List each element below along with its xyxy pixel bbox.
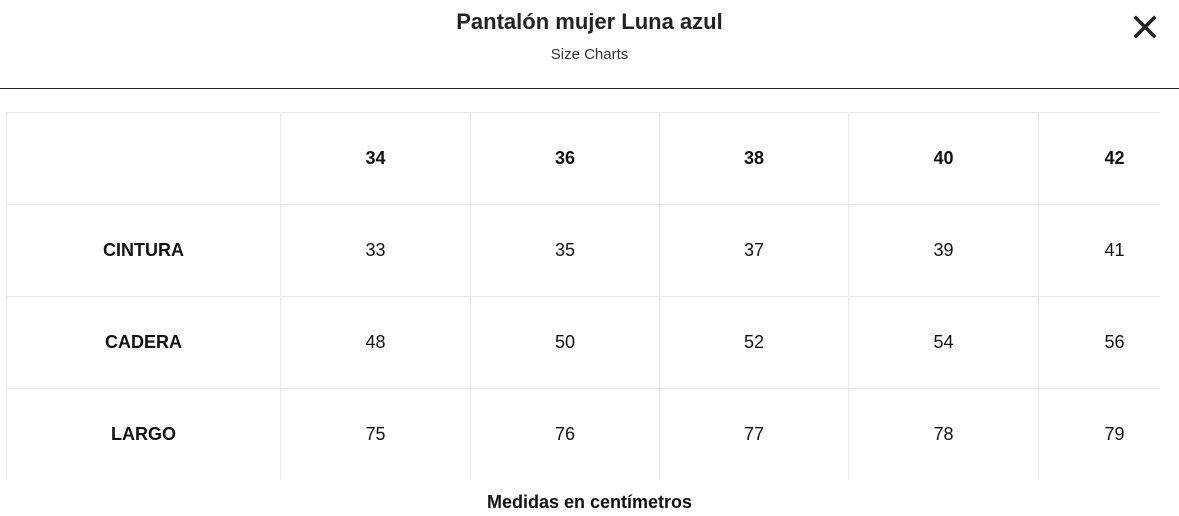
size-table: 34 36 38 40 42 CINTURA 33 35 37 39 41 CADERA 48 50 52 5… bbox=[6, 112, 1160, 480]
cell-value: 76 bbox=[470, 388, 660, 480]
cell-value: 56 bbox=[1038, 296, 1160, 389]
measure-row: CADERA 48 50 52 54 56 bbox=[6, 296, 1160, 389]
size-header: 40 bbox=[848, 112, 1039, 205]
cell-value: 50 bbox=[470, 296, 660, 389]
cell-value: 54 bbox=[848, 296, 1039, 389]
size-header: 36 bbox=[470, 112, 660, 205]
cell-value: 78 bbox=[848, 388, 1039, 480]
cell-value: 77 bbox=[659, 388, 849, 480]
row-label: CADERA bbox=[6, 296, 281, 389]
cell-value: 37 bbox=[659, 204, 849, 297]
cell-value: 79 bbox=[1038, 388, 1160, 480]
cell-value: 35 bbox=[470, 204, 660, 297]
close-button[interactable] bbox=[1133, 15, 1157, 39]
footer-note: Medidas en centímetros bbox=[486, 492, 693, 512]
row-label: CINTURA bbox=[6, 204, 281, 297]
cell-value: 41 bbox=[1038, 204, 1160, 297]
size-header: 42 bbox=[1038, 112, 1160, 205]
row-label: LARGO bbox=[6, 388, 281, 480]
measure-row: CINTURA 33 35 37 39 41 bbox=[6, 204, 1160, 297]
cell-value: 52 bbox=[659, 296, 849, 389]
divider bbox=[0, 88, 1179, 89]
header-row: 34 36 38 40 42 bbox=[6, 112, 1160, 205]
cell-value: 48 bbox=[280, 296, 471, 389]
corner-cell bbox=[6, 112, 281, 205]
measure-row: LARGO 75 76 77 78 79 bbox=[6, 388, 1160, 480]
cell-value: 75 bbox=[280, 388, 471, 480]
size-header: 34 bbox=[280, 112, 471, 205]
modal-subtitle: Size Charts bbox=[550, 46, 629, 63]
table-container: 34 36 38 40 42 CINTURA 33 35 37 39 41 CADERA 48 50 52 5… bbox=[6, 112, 1160, 480]
cell-value: 39 bbox=[848, 204, 1039, 297]
modal-title: Pantalón mujer Luna azul bbox=[456, 9, 723, 34]
size-header: 38 bbox=[659, 112, 849, 205]
cell-value: 33 bbox=[280, 204, 471, 297]
